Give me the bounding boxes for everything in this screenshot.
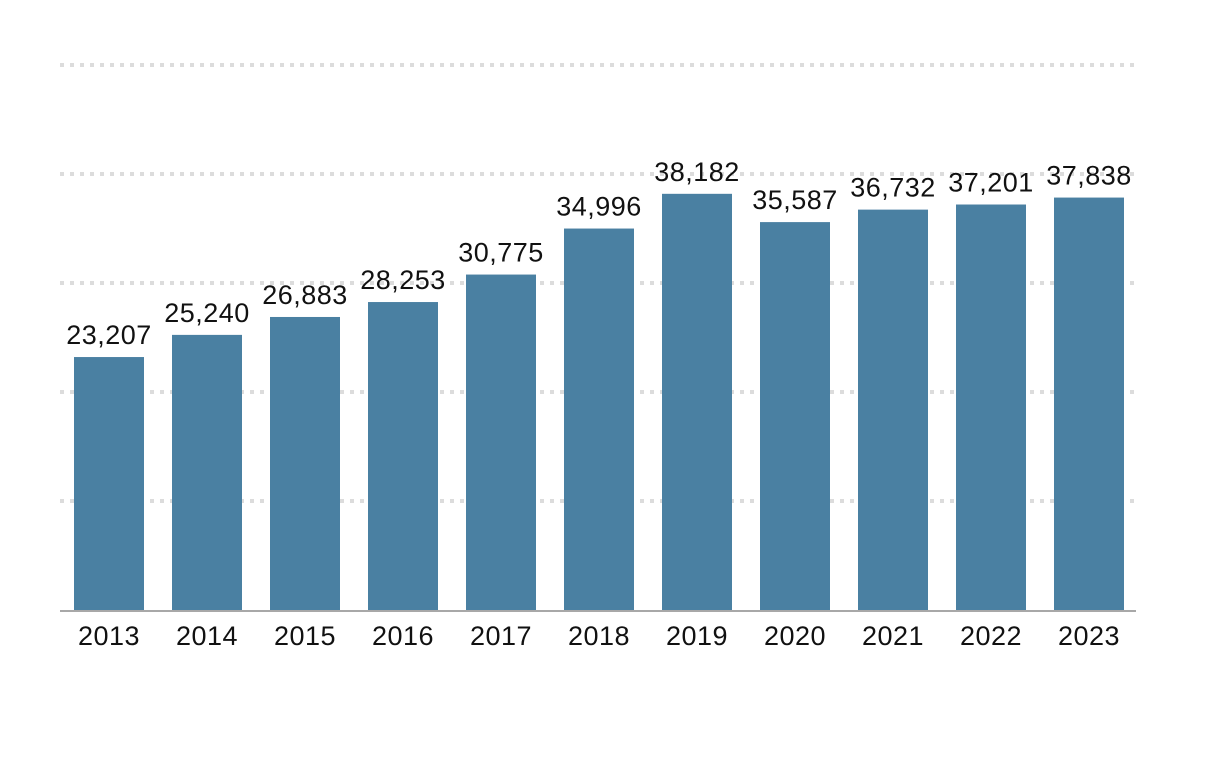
data-labels: 23,207 25,240 26,883 28,253 30,775 34,996 38,1… bbox=[66, 157, 1132, 350]
x-tick-label-2020: 2020 bbox=[764, 621, 826, 651]
x-tick-label-2017: 2017 bbox=[470, 621, 532, 651]
data-label-2018: 34,996 bbox=[556, 192, 642, 222]
x-tick-label-2015: 2015 bbox=[274, 621, 336, 651]
x-tick-label-2013: 2013 bbox=[78, 621, 140, 651]
bar-2013 bbox=[74, 357, 144, 610]
data-label-2020: 35,587 bbox=[752, 185, 838, 215]
x-tick-label-2023: 2023 bbox=[1058, 621, 1120, 651]
bar-2014 bbox=[172, 334, 242, 610]
x-tick-label-2014: 2014 bbox=[176, 621, 238, 651]
bar-2016 bbox=[368, 302, 438, 610]
data-label-2017: 30,775 bbox=[458, 238, 544, 268]
bar-2022 bbox=[956, 204, 1026, 610]
bar-2020 bbox=[760, 222, 830, 611]
bar-2019 bbox=[662, 193, 732, 610]
bars bbox=[74, 193, 1124, 611]
x-tick-label-2019: 2019 bbox=[666, 621, 728, 651]
x-tick-label-2021: 2021 bbox=[862, 621, 924, 651]
data-label-2023: 37,838 bbox=[1046, 161, 1132, 191]
data-label-2013: 23,207 bbox=[66, 320, 152, 350]
data-label-2014: 25,240 bbox=[164, 298, 250, 328]
data-label-2015: 26,883 bbox=[262, 280, 348, 310]
data-label-2021: 36,732 bbox=[850, 173, 936, 203]
bar-2023 bbox=[1054, 197, 1124, 610]
bar-2017 bbox=[466, 274, 536, 610]
x-tick-label-2018: 2018 bbox=[568, 621, 630, 651]
x-tick-label-2016: 2016 bbox=[372, 621, 434, 651]
x-axis-ticks: 2013 2014 2015 2016 2017 2018 2019 2020 2021 2022… bbox=[78, 621, 1120, 651]
bar-2018 bbox=[564, 228, 634, 611]
x-tick-label-2022: 2022 bbox=[960, 621, 1022, 651]
data-label-2019: 38,182 bbox=[654, 157, 740, 187]
data-label-2022: 37,201 bbox=[948, 168, 1034, 198]
bar-2015 bbox=[270, 316, 340, 610]
data-label-2016: 28,253 bbox=[360, 265, 446, 295]
bar-2021 bbox=[858, 209, 928, 610]
